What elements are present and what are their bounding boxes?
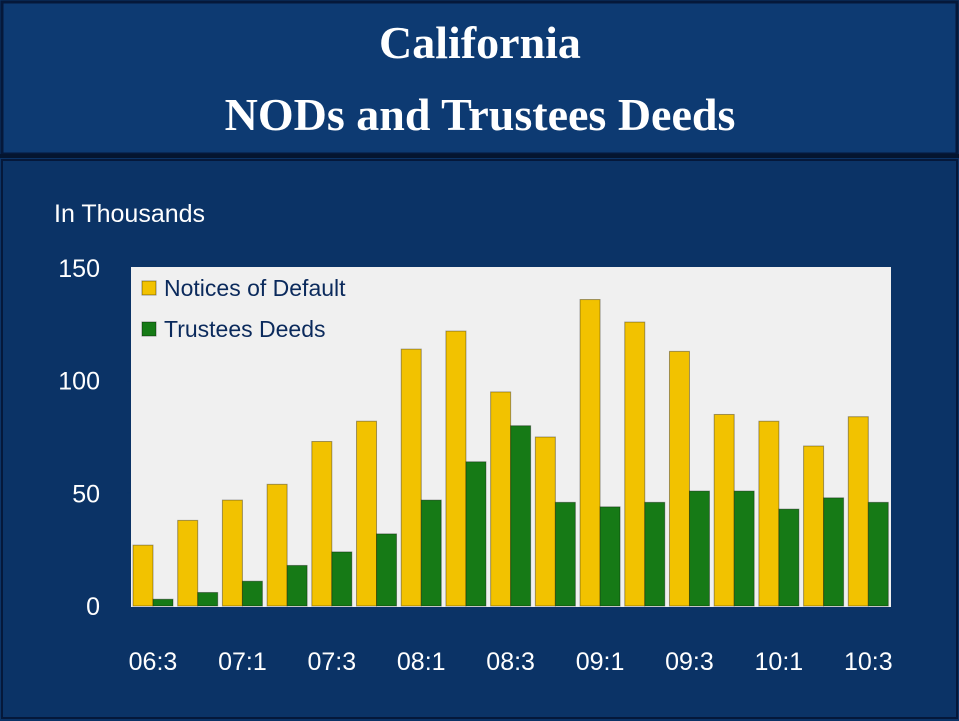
x-tick-label: 10:1 [755, 648, 804, 676]
x-tick-label: 10:3 [844, 648, 893, 676]
bar [624, 321, 646, 607]
x-tick-label: 06:3 [129, 648, 178, 676]
y-tick-label: 100 [58, 368, 100, 396]
bar [356, 420, 378, 607]
frame [1, 159, 958, 719]
bar [554, 501, 576, 607]
bar [579, 299, 601, 607]
bar [221, 499, 243, 607]
bar [376, 533, 398, 607]
y-tick-label: 50 [72, 480, 100, 508]
bar [445, 330, 467, 607]
bar [758, 420, 780, 607]
bar [241, 580, 263, 607]
bar [534, 436, 556, 607]
bar [177, 519, 199, 607]
bar [490, 391, 512, 607]
bar [733, 490, 755, 607]
x-tick-label: 09:3 [665, 648, 714, 676]
y-axis-label: In Thousands [54, 200, 205, 228]
legend-label: Trustees Deeds [164, 316, 326, 342]
bar [803, 445, 825, 607]
bar [132, 544, 154, 607]
bar [867, 501, 889, 607]
bar [266, 483, 288, 607]
bar [644, 501, 666, 607]
x-tick-label: 07:1 [218, 648, 267, 676]
title-band [0, 0, 959, 156]
y-tick-label: 150 [58, 255, 100, 283]
y-tick-label: 0 [86, 593, 100, 621]
bar [400, 348, 422, 607]
bar [286, 564, 308, 607]
bar [713, 413, 735, 607]
x-tick-label: 07:3 [307, 648, 356, 676]
bar [599, 506, 621, 607]
bar [420, 499, 442, 607]
x-tick-label: 08:3 [486, 648, 535, 676]
bar [197, 591, 219, 607]
legend-label: Notices of Default [164, 275, 346, 301]
x-tick-label: 08:1 [397, 648, 446, 676]
bar [778, 508, 800, 607]
chart-title: California [379, 17, 581, 68]
bar [311, 441, 333, 607]
bar [847, 416, 869, 607]
bar [331, 551, 353, 607]
bar [465, 461, 487, 607]
legend-swatch [141, 280, 157, 296]
x-tick-label: 09:1 [576, 648, 625, 676]
chart-title: NODs and Trustees Deeds [225, 89, 736, 140]
legend-swatch [141, 321, 157, 337]
bar [823, 497, 845, 607]
bar [688, 490, 710, 607]
bar [668, 350, 690, 607]
bar [152, 598, 174, 607]
bar [510, 425, 532, 607]
